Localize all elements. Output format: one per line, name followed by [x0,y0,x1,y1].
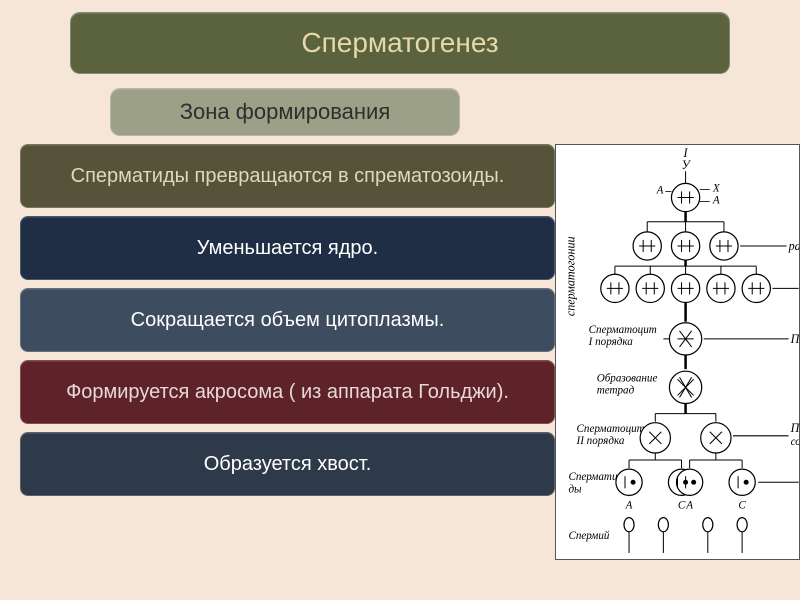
lbl-C1: C [678,500,686,512]
slide: Сперматогенез Зона формирования Спермати… [0,0,800,600]
label-x: X [712,182,721,194]
label-razm: разм [788,239,799,253]
info-bar-3: Формируется акросома ( из аппарата Гольд… [20,360,555,424]
label-a0: A [656,184,664,196]
label-spermatocyte2-l2: II порядка [576,435,625,447]
label-tetrad-l2: тетрад [597,384,635,396]
label-tetrad-l1: Образование [597,372,658,384]
info-bar-0: Сперматиды превращаются в спрематозоиды. [20,144,555,208]
diagram-panel: I У X A A сперматогонии [555,144,800,560]
subtitle-text: Зона формирования [180,99,391,125]
label-spermatocyte1-l1: Сперматоцит [589,324,657,336]
lbl-A2: A [685,500,693,512]
label-sozreva: созрева [791,436,799,448]
label-spermatogonii: сперматогонии [564,236,578,316]
label-spermatids-l2: ды [568,483,582,495]
label-spermatids-l1: Спермати- [568,471,621,483]
info-bar-4: Образуется хвост. [20,432,555,496]
label-peris: Перис [790,421,799,435]
label-spermii: Спермий [568,530,609,542]
lbl-C2: C [738,500,746,512]
title-bar: Сперматогенез [70,12,730,74]
spermatogenesis-diagram: I У X A A сперматогонии [556,145,799,559]
subtitle-bar: Зона формирования [110,88,460,136]
spermii-row [624,518,747,553]
info-bar-1: Уменьшается ядро. [20,216,555,280]
label-U: У [681,158,691,172]
label-spermatocyte1-l2: I порядка [588,336,634,348]
label-a1: A [712,195,720,207]
content-row: Сперматиды превращаются в спрематозоиды.… [0,144,800,600]
title-text: Сперматогенез [301,27,498,59]
info-bar-2: Сокращается объем цитоплазмы. [20,288,555,352]
info-bars-column: Сперматиды превращаются в спрематозоиды.… [0,144,555,600]
lbl-A1: A [625,500,633,512]
label-period: Перио [790,332,799,346]
